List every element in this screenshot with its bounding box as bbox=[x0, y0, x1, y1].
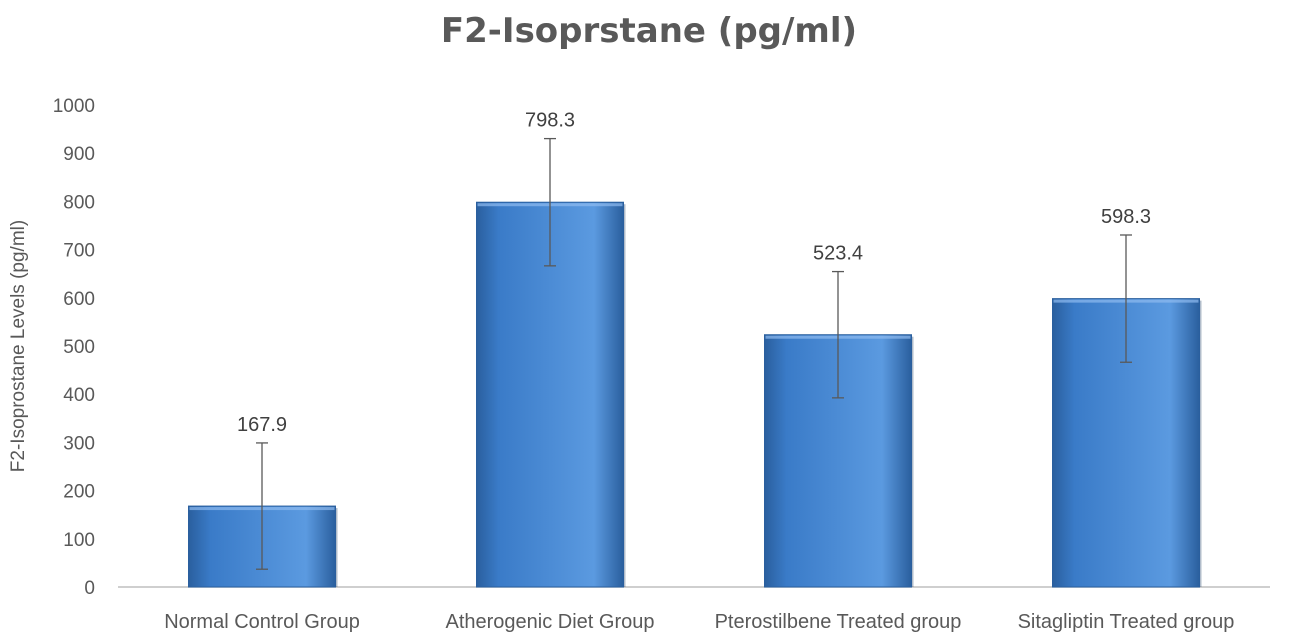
x-tick-label: Sitagliptin Treated group bbox=[1018, 611, 1235, 633]
data-label: 523.4 bbox=[813, 243, 863, 265]
y-tick-label: 400 bbox=[63, 385, 95, 406]
y-tick-label: 100 bbox=[63, 530, 95, 551]
y-tick-label: 900 bbox=[63, 144, 95, 165]
y-tick-label: 300 bbox=[63, 433, 95, 454]
error-bar bbox=[256, 442, 268, 570]
error-bar bbox=[544, 137, 556, 267]
y-axis-title: F2-Isoprostane Levels (pg/ml) bbox=[8, 220, 29, 472]
x-tick-label: Pterostilbene Treated group bbox=[715, 611, 962, 633]
y-tick-label: 600 bbox=[63, 289, 95, 310]
y-tick-label: 1000 bbox=[53, 96, 95, 117]
y-tick-label: 700 bbox=[63, 241, 95, 262]
y-tick-label: 800 bbox=[63, 192, 95, 213]
y-tick-label: 500 bbox=[63, 337, 95, 358]
x-tick-label: Atherogenic Diet Group bbox=[445, 611, 654, 633]
y-tick-label: 200 bbox=[63, 482, 95, 503]
data-label: 798.3 bbox=[525, 110, 575, 132]
plot-area: 0 100 200 300 400 500 600 700 800 900 1000 167.9 Nor… bbox=[53, 96, 1270, 633]
data-label: 598.3 bbox=[1101, 206, 1151, 228]
y-tick-label: 0 bbox=[84, 578, 95, 599]
error-bar bbox=[832, 270, 844, 399]
x-tick-label: Normal Control Group bbox=[164, 611, 360, 633]
data-label: 167.9 bbox=[237, 414, 287, 436]
error-bar bbox=[1120, 234, 1132, 363]
chart-title: F2-Isoprstane (pg/ml) bbox=[441, 11, 857, 51]
